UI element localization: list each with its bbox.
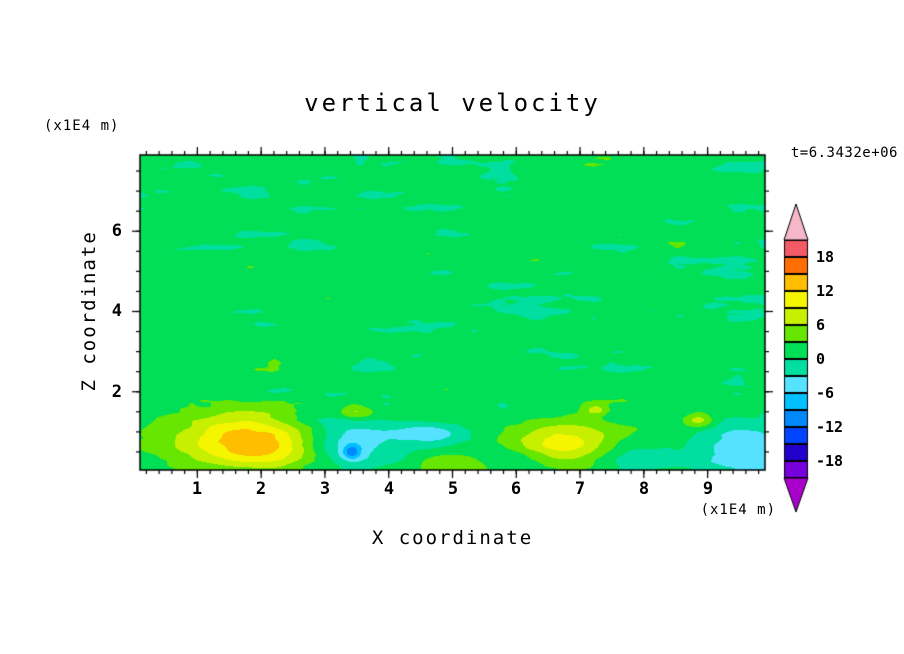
z-axis-unit-label: (x1E4 m): [44, 118, 120, 134]
x-axis-unit-label: (x1E4 m): [700, 502, 776, 518]
colorbar-label-6: 6: [816, 316, 826, 334]
z-tick-label-2: 2: [111, 382, 122, 402]
x-axis-title: X coordinate: [371, 527, 534, 549]
colorbar-label-0: 0: [816, 350, 826, 368]
x-tick-label-8: 8: [638, 479, 650, 499]
x-tick-label-9: 9: [702, 479, 714, 499]
colorbar-label-neg18: -18: [816, 452, 844, 470]
z-tick-label-6: 6: [111, 221, 122, 241]
colorbar-label-18: 18: [816, 248, 835, 266]
colorbar-label-neg12: -12: [816, 418, 844, 436]
colorbar-label-neg6: -6: [816, 384, 835, 402]
x-tick-label-7: 7: [574, 479, 586, 499]
chart-title: vertical velocity: [304, 89, 601, 117]
x-tick-label-5: 5: [447, 479, 459, 499]
x-tick-label-6: 6: [510, 479, 522, 499]
colorbar-label-12: 12: [816, 282, 835, 300]
x-tick-label-1: 1: [191, 479, 203, 499]
x-tick-label-4: 4: [383, 479, 395, 499]
time-annotation: t=6.3432e+06: [790, 145, 898, 161]
z-tick-label-4: 4: [111, 301, 122, 321]
x-tick-label-3: 3: [319, 479, 331, 499]
x-tick-label-2: 2: [255, 479, 267, 499]
